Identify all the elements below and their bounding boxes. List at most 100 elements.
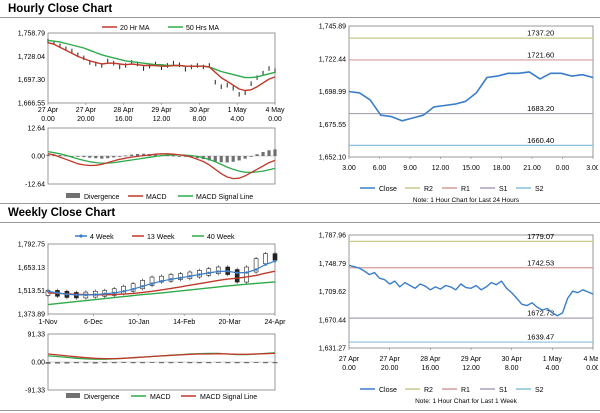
divergence-bar	[196, 362, 202, 364]
pivot-level-label-r1: 1721.60	[527, 50, 554, 59]
divergence-bar	[215, 362, 221, 363]
y-tick-label: 1,728.04	[18, 54, 45, 61]
x-tick-label: 27 Apr	[380, 356, 401, 363]
y-tick-label: 1,666.55	[18, 101, 45, 108]
pivot-level-label-s2: 1639.47	[527, 333, 554, 342]
divergence-bar	[118, 156, 122, 157]
divergence-bar	[106, 156, 110, 159]
candle-body	[168, 274, 174, 282]
hourly-macd-legend: Divergence MACD MACD Signal Line	[66, 193, 253, 201]
divergence-bar	[159, 362, 164, 364]
point-4-week	[179, 276, 182, 280]
point-4-week	[93, 293, 97, 296]
x-tick-label: 16.00	[422, 365, 440, 372]
candle-body	[272, 253, 278, 261]
x-tick-label: 1-Nov	[39, 319, 58, 326]
candle-body	[263, 253, 268, 264]
divergence-bar	[195, 156, 199, 159]
bottom-divider	[0, 410, 600, 411]
divergence-bar	[267, 150, 271, 156]
x-tick-label: 30 Apr	[502, 356, 523, 363]
y-tick-label: 1,652.10	[319, 155, 346, 162]
point-4-week	[160, 279, 163, 283]
x-tick-label: 8.00	[505, 365, 519, 372]
x-tick-label: 15.00	[462, 165, 480, 172]
divergence-bar	[244, 362, 250, 364]
series-line-40-week	[47, 281, 276, 306]
legend-label-r1: R1	[461, 387, 470, 394]
divergence-bar	[46, 154, 50, 156]
section-divider	[0, 203, 600, 204]
divergence-bar	[253, 362, 259, 363]
y-tick-label: 1,709.62	[319, 289, 346, 296]
x-tick-label: 28 Apr	[420, 356, 441, 363]
divergence-bar	[92, 362, 98, 364]
divergence-bar	[225, 156, 229, 163]
x-tick-label: 16.00	[115, 116, 133, 123]
legend-swatch-divergence	[66, 193, 80, 198]
point-4-week	[264, 263, 267, 266]
divergence-bar	[177, 362, 183, 363]
divergence-bar	[234, 362, 240, 364]
weekly-pivot-legend: Close R2 R1 S1 S2	[360, 387, 544, 394]
legend-label-macd: MACD	[150, 394, 171, 401]
y-tick-label: 1,373.89	[18, 312, 45, 319]
legend-label-s2: S2	[535, 387, 544, 394]
x-tick-label: 30 Apr	[189, 107, 210, 114]
y-tick-label: 1,722.44	[319, 56, 346, 63]
x-tick-label: 0.00	[342, 365, 356, 372]
y-tick-label: -91.33	[25, 388, 45, 395]
x-tick-label: 20.00	[77, 116, 95, 123]
x-tick-label: 0.00	[586, 365, 598, 372]
point-4-week	[46, 289, 50, 293]
weekly-price-legend: 4 Week 13 Week 40 Week	[75, 234, 235, 241]
legend-label-50hrs-ma: 50 Hrs MA	[186, 25, 219, 32]
y-tick-label: 1,670.44	[319, 317, 346, 324]
legend-label-13-week: 13 Week	[147, 234, 175, 241]
x-tick-label: 4.00	[546, 365, 560, 372]
y-tick-label: -12.64	[25, 182, 45, 189]
candle-body	[234, 269, 240, 283]
hourly-price-chart: 20 Hr MA 50 Hrs MA 1,758.79 1,728.04 1,697…	[18, 25, 285, 124]
divergence-bar	[83, 362, 89, 364]
candle-body	[244, 266, 249, 283]
weekly-price-plot: 1,792.75 1,653.13 1,513.51 1,373.891-Nov 6-D…	[18, 242, 286, 327]
hourly-pivot-note: Note: 1 Hour Chart for Last 24 Hours	[413, 197, 520, 204]
x-tick-label: 28 Apr	[114, 107, 135, 114]
hourly-pivot-legend: Close R2 R1 S1 S2	[360, 186, 544, 193]
x-tick-label: 6-Dec	[84, 319, 103, 326]
point-4-week	[103, 292, 107, 296]
divergence-bar	[168, 362, 174, 364]
divergence-bar	[273, 149, 277, 156]
x-tick-label: 12.00	[432, 165, 450, 172]
x-tick-label: 4 May	[583, 356, 598, 363]
divergence-bar	[237, 156, 241, 161]
point-4-week	[122, 289, 125, 293]
weekly-pivot-chart: 1,787.96 1,748.79 1,709.62 1,670.44 1,631.27…	[319, 232, 598, 405]
weekly-macd-legend: Divergence MACD MACD Signal Line	[66, 393, 257, 401]
legend-label-r2: R2	[424, 387, 433, 394]
x-tick-label: 27 Apr	[76, 107, 97, 114]
x-tick-label: 12.00	[462, 365, 480, 372]
point-4-week	[169, 277, 173, 281]
divergence-bar	[207, 156, 211, 161]
hourly-title-divider	[0, 17, 600, 18]
divergence-bar	[206, 362, 212, 364]
x-tick-label: 12.00	[153, 116, 171, 123]
divergence-bar	[263, 362, 269, 364]
series-line-close	[348, 264, 594, 317]
x-tick-label: 3.00	[342, 165, 356, 172]
series-line-20hr-ma	[47, 42, 276, 92]
divergence-bar	[141, 153, 146, 156]
legend-label-20hr-ma: 20 Hr MA	[120, 25, 150, 32]
point-4-week	[141, 284, 144, 288]
divergence-bar	[111, 362, 117, 364]
x-tick-label: 6.00	[373, 165, 387, 172]
divergence-bar	[171, 155, 176, 157]
point-4-week	[150, 282, 154, 285]
x-tick-label: 4.00	[230, 116, 244, 123]
x-tick-label: 14-Feb	[173, 319, 195, 326]
candle-body	[149, 276, 155, 286]
x-tick-label: 1 May	[228, 107, 248, 114]
